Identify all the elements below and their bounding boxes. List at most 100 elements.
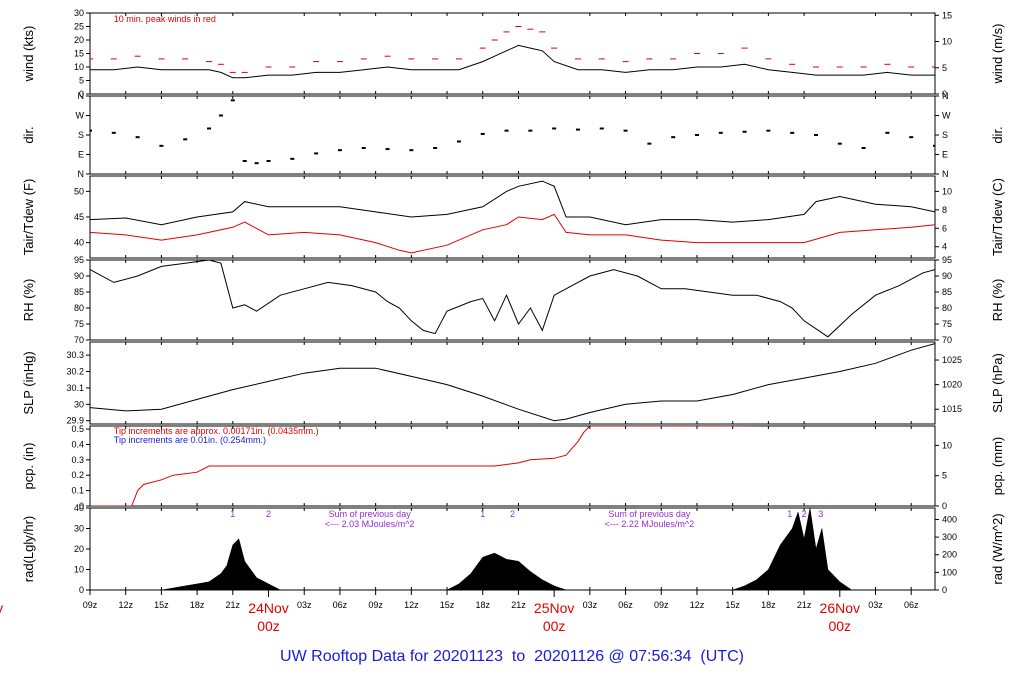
y-right-tick-label: 4 — [942, 242, 947, 252]
y-tick-label: 0 — [79, 89, 84, 99]
rad-peak-label: 2 — [802, 509, 807, 519]
x-tick-label: 12z — [690, 600, 705, 610]
y-right-tick-label: 0 — [942, 585, 947, 595]
y-axis-label: rad(Lgly/hr) — [21, 516, 36, 582]
y-right-tick-label: 10 — [942, 440, 952, 450]
dir-point — [504, 129, 509, 132]
x-tick-label: 09z — [368, 600, 383, 610]
dir-point — [552, 127, 557, 130]
dir-point — [456, 140, 461, 143]
y-tick-label: 75 — [74, 319, 84, 329]
day-hour-label: 00z — [543, 618, 566, 634]
dir-point — [337, 149, 342, 152]
dir-point — [909, 136, 914, 139]
rad-sum-title: Sum of previous day — [329, 509, 412, 519]
panel-wind: 0 5 10 15 20 25 30 0 5 10 15 wind (kts) wind (m/s) 10… — [21, 8, 1005, 99]
dir-point — [433, 147, 438, 149]
series-wind — [90, 44, 935, 79]
dir-point — [218, 114, 223, 117]
y-right-axis-label: Tair/Tdew (C) — [990, 178, 1005, 256]
dir-point — [742, 130, 747, 133]
y-right-tick-label: W — [942, 111, 951, 121]
y-tick-label: 5 — [79, 76, 84, 86]
y-tick-label: N — [78, 91, 85, 101]
y-right-tick-label: 75 — [942, 319, 952, 329]
x-tick-label: 06z — [333, 600, 348, 610]
x-tick-label: 03z — [297, 600, 312, 610]
y-tick-label: 30.3 — [66, 350, 84, 360]
day-label: 23Nov — [0, 600, 3, 616]
figure-footer: UW Rooftop Data for 20201123 to 20201126… — [280, 648, 744, 665]
dir-point — [290, 157, 295, 160]
y-right-tick-label: 10 — [942, 37, 952, 47]
dir-point — [885, 131, 890, 134]
y-tick-label: 85 — [74, 287, 84, 297]
y-axis-label: Tair/Tdew (F) — [21, 179, 36, 256]
x-tick-label: 15z — [154, 600, 169, 610]
y-tick-label: N — [78, 169, 85, 179]
y-right-axis-label: pcp. (mm) — [990, 437, 1005, 496]
x-tick-label: 03z — [583, 600, 598, 610]
x-tick-label: 18z — [190, 600, 205, 610]
dir-point — [718, 131, 723, 134]
panel-temp: 40 45 50 4 6 8 10 Tair/Tdew (F) Tair/Tdew (C) — [21, 175, 1005, 259]
rad-sum-title: Sum of previous day — [608, 509, 691, 519]
y-tick-label: 0.1 — [71, 486, 84, 496]
y-right-tick-label: 5 — [942, 63, 947, 73]
y-right-tick-label: 400 — [942, 514, 957, 524]
panel-rh: 70 75 80 85 90 95 70 75 80 85 90 95 RH (%) RH (%) — [21, 255, 1005, 345]
series-Tdew — [90, 213, 935, 254]
day-label: 24Nov — [248, 600, 288, 616]
y-right-tick-label: 15 — [942, 10, 952, 20]
y-right-tick-label: 1015 — [942, 404, 962, 414]
y-right-tick-label: 80 — [942, 303, 952, 313]
y-right-tick-label: S — [942, 130, 948, 140]
y-right-axis-label: dir. — [990, 126, 1005, 143]
panel-slp: 29.9 30 30.1 30.2 30.3 1015 1020 1025 SLP (inHg)… — [21, 341, 1005, 426]
y-right-axis-label: rad (W/m^2) — [990, 513, 1005, 584]
wind-annotation: 10 min. peak winds in red — [114, 14, 216, 24]
y-right-tick-label: 300 — [942, 532, 957, 542]
dir-point — [694, 134, 699, 136]
y-axis-label: SLP (inHg) — [21, 351, 36, 414]
y-tick-label: 45 — [74, 212, 84, 222]
x-tick-label: 15z — [725, 600, 740, 610]
rad-area-1 — [446, 552, 567, 590]
y-right-tick-label: 70 — [942, 335, 952, 345]
x-tick-label: 18z — [475, 600, 490, 610]
y-right-tick-label: 90 — [942, 271, 952, 281]
dir-point — [480, 132, 485, 135]
x-tick-label: 06z — [904, 600, 919, 610]
series-pcp — [90, 426, 757, 506]
y-tick-label: 30 — [74, 8, 84, 18]
y-axis-label: RH (%) — [21, 279, 36, 322]
dir-point — [314, 152, 319, 155]
y-tick-label: 20 — [74, 544, 84, 554]
pcp-annotation-0: Tip increments are approx. 0.00171in. (0… — [114, 426, 319, 436]
dir-point — [861, 147, 866, 149]
y-right-tick-label: 0 — [942, 89, 947, 99]
dir-point — [813, 134, 818, 136]
y-tick-label: 0.5 — [71, 424, 84, 434]
y-right-axis-label: SLP (hPa) — [990, 353, 1005, 413]
y-right-axis-label: RH (%) — [990, 279, 1005, 322]
dir-point — [266, 160, 271, 162]
y-tick-label: 30.1 — [66, 383, 84, 393]
y-right-tick-label: 5 — [942, 471, 947, 481]
y-right-tick-label: N — [942, 169, 949, 179]
rad-peak-label: 2 — [510, 509, 515, 519]
y-tick-label: 0 — [79, 585, 84, 595]
y-right-tick-label: 100 — [942, 567, 957, 577]
dir-point — [671, 136, 676, 139]
dir-point — [933, 144, 935, 147]
series-Tair — [90, 180, 935, 226]
y-tick-label: 0 — [79, 501, 84, 511]
y-right-tick-label: 85 — [942, 287, 952, 297]
y-axis-label: dir. — [21, 126, 36, 143]
y-right-tick-label: 95 — [942, 255, 952, 265]
y-right-tick-label: 6 — [942, 223, 947, 233]
y-tick-label: 40 — [74, 238, 84, 248]
dir-point — [230, 99, 235, 102]
